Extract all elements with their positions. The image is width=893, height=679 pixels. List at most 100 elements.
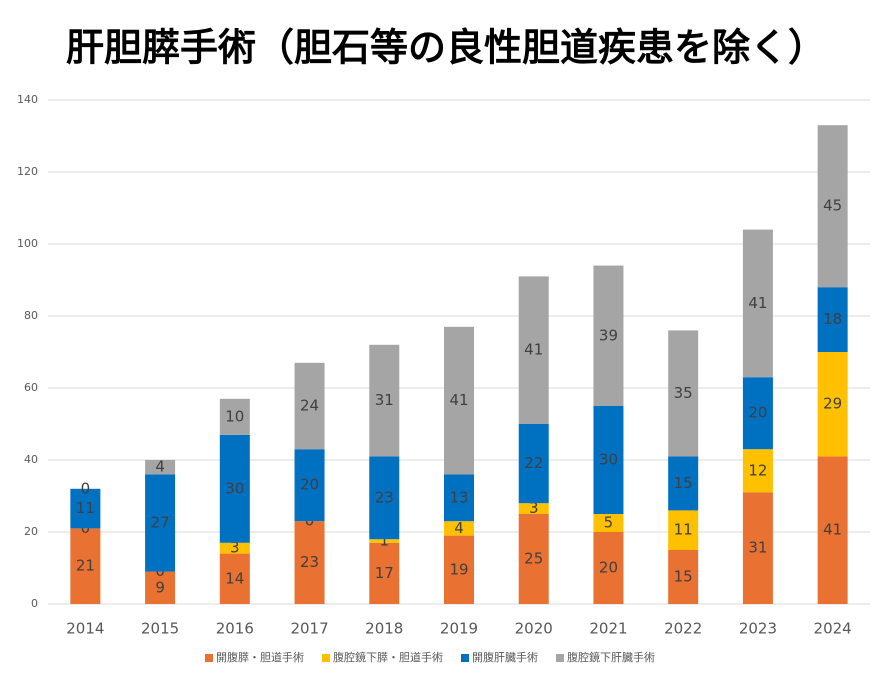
x-tick-label: 2020 <box>515 620 553 638</box>
bar-segment <box>742 449 773 493</box>
bar-segment <box>369 456 400 540</box>
data-label: 22 <box>524 454 543 472</box>
data-label: 1 <box>379 532 389 550</box>
bar-segment <box>742 492 773 604</box>
data-label: 41 <box>748 294 767 312</box>
data-label: 3 <box>230 539 240 557</box>
data-label: 25 <box>524 550 543 568</box>
data-label: 13 <box>449 488 468 506</box>
data-label: 12 <box>748 461 767 479</box>
data-label: 18 <box>823 310 842 328</box>
data-label: 5 <box>604 514 614 532</box>
data-label: 19 <box>449 560 468 578</box>
legend-marker <box>461 654 469 662</box>
bar-segment <box>518 276 549 424</box>
bar-segment <box>145 571 176 604</box>
bar-segment <box>668 510 699 550</box>
bar-segment <box>444 521 474 536</box>
data-label: 31 <box>748 539 767 557</box>
data-label: 23 <box>375 488 394 506</box>
legend-label: 開腹肝臓手術 <box>472 650 538 664</box>
data-label: 20 <box>599 559 618 577</box>
bar-segment <box>444 326 474 475</box>
y-tick-label: 20 <box>24 525 38 538</box>
x-tick-label: 2018 <box>365 620 403 638</box>
bar-segment <box>668 550 699 604</box>
data-label: 39 <box>599 326 618 344</box>
data-label: 14 <box>225 569 244 587</box>
data-label: 0 <box>81 479 91 497</box>
y-tick-label: 0 <box>31 597 38 610</box>
bar-segment <box>70 528 101 604</box>
bar-segment <box>593 514 624 532</box>
data-label: 30 <box>599 451 618 469</box>
bar-segment <box>219 542 250 554</box>
data-label: 15 <box>674 568 693 586</box>
bar-segment <box>294 362 325 450</box>
legend-label: 腹腔鏡下膵・胆道手術 <box>333 650 443 664</box>
x-tick-label: 2015 <box>141 620 179 638</box>
data-label: 23 <box>300 553 319 571</box>
x-tick-label: 2022 <box>664 620 702 638</box>
bar-segment <box>668 456 699 511</box>
data-label: 11 <box>674 521 693 539</box>
y-tick-label: 40 <box>24 453 38 466</box>
bar-segment <box>219 398 250 435</box>
legend-marker <box>205 654 213 662</box>
bar-segment <box>70 488 101 529</box>
data-label: 29 <box>823 395 842 413</box>
data-label: 20 <box>300 476 319 494</box>
bar-segment <box>593 265 624 406</box>
bar-segment <box>817 287 848 352</box>
x-tick-label: 2016 <box>216 620 254 638</box>
bar-segment <box>219 434 250 543</box>
bar-segment <box>518 514 549 604</box>
data-label: 24 <box>300 397 319 415</box>
bar-segment <box>444 535 474 604</box>
data-label: 4 <box>155 458 165 476</box>
y-tick-label: 100 <box>17 237 38 250</box>
data-label: 35 <box>674 384 693 402</box>
data-label: 41 <box>524 341 543 359</box>
bar-segment <box>444 474 474 522</box>
bar-segment <box>742 229 773 378</box>
legend-marker <box>556 654 564 662</box>
bar-segment <box>668 330 699 457</box>
bar-segment <box>294 449 325 522</box>
bar-segment <box>219 553 250 604</box>
bar-segment <box>145 460 176 475</box>
y-tick-label: 140 <box>17 93 38 106</box>
bar-segment <box>518 503 549 514</box>
bar-segment <box>817 456 848 604</box>
data-label: 41 <box>823 521 842 539</box>
bar-segment <box>742 377 773 450</box>
bar-segment <box>593 406 624 514</box>
data-label: 17 <box>375 564 394 582</box>
bar-segment <box>369 542 400 604</box>
legend-marker <box>322 654 330 662</box>
data-label: 30 <box>225 479 244 497</box>
chart-title: 肝胆膵手術（胆石等の良性胆道疾患を除く） <box>66 26 826 70</box>
data-label: 21 <box>76 557 95 575</box>
legend-label: 腹腔鏡下肝臓手術 <box>567 650 655 664</box>
x-tick-label: 2023 <box>739 620 777 638</box>
x-tick-label: 2017 <box>290 620 328 638</box>
data-label: 9 <box>155 578 165 596</box>
data-label: 4 <box>454 519 464 537</box>
x-tick-label: 2019 <box>440 620 478 638</box>
data-label: 10 <box>225 407 244 425</box>
y-tick-label: 120 <box>17 165 38 178</box>
data-label: 41 <box>449 391 468 409</box>
bar-segment <box>593 532 624 604</box>
data-label: 27 <box>151 514 170 532</box>
y-tick-label: 60 <box>24 381 38 394</box>
bar-segment <box>369 539 400 543</box>
data-label: 15 <box>674 474 693 492</box>
x-tick-label: 2024 <box>814 620 852 638</box>
legend-label: 開腹膵・胆道手術 <box>216 650 304 664</box>
y-tick-label: 80 <box>24 309 38 322</box>
data-label: 31 <box>375 391 394 409</box>
data-label: 45 <box>823 197 842 215</box>
x-tick-label: 2021 <box>589 620 627 638</box>
